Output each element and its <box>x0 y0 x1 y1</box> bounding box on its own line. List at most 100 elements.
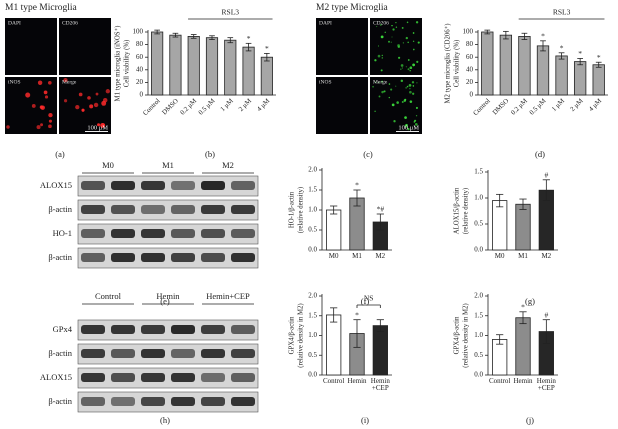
cell-signal <box>412 63 416 67</box>
blot-band <box>171 253 195 262</box>
y-tick-label: 1.5 <box>308 311 317 319</box>
cell-signal <box>37 80 43 85</box>
cell-signal <box>378 95 381 98</box>
y-tick-label: 40 <box>136 65 144 73</box>
panel-label: (h) <box>160 415 170 425</box>
cell-signal <box>406 21 409 24</box>
x-tick-label-box: M2 <box>541 253 551 260</box>
cell-signal <box>377 45 379 47</box>
blot-row-label: HO-1 <box>53 228 72 238</box>
blot-band <box>81 397 105 406</box>
channel-label: iNOS <box>319 79 332 85</box>
blot-band <box>171 349 195 358</box>
x-tick-label: 0.2 μM <box>179 98 198 117</box>
panel-title: M2 type Microglia <box>316 3 389 13</box>
x-tick-label: Hemin <box>513 378 533 385</box>
x-tick-label: Hemin +CEP <box>536 378 556 393</box>
y-tick-label: 1.0 <box>474 331 483 339</box>
bar <box>573 61 587 96</box>
blot-band <box>201 325 225 334</box>
significance-label: * <box>355 310 359 319</box>
bar <box>492 339 508 376</box>
micrograph <box>59 18 111 75</box>
cell-signal <box>409 66 413 70</box>
x-tick-label-box: Hemin <box>513 378 533 385</box>
bar <box>326 314 342 376</box>
cell-signal <box>383 90 386 93</box>
cell-signal <box>376 25 378 28</box>
y-tick-label: 0.5 <box>474 220 483 228</box>
x-tick-label-box: M1 <box>352 253 362 260</box>
x-tick-label: 1 μM <box>219 98 234 113</box>
cell-signal <box>412 40 415 43</box>
x-tick-label: M2 <box>375 253 386 260</box>
y-tick-label: 0.0 <box>308 246 317 254</box>
bar <box>515 317 531 376</box>
cell-signal <box>416 82 418 84</box>
blot-band <box>81 229 105 238</box>
blot-band <box>111 181 135 190</box>
cell-signal <box>397 44 400 47</box>
cell-signal <box>401 67 403 69</box>
blot-band <box>231 205 255 214</box>
cell-signal <box>407 68 410 71</box>
blot-band <box>111 205 135 214</box>
blot-band <box>231 181 255 190</box>
cell-signal <box>378 82 380 84</box>
bar <box>518 36 531 96</box>
x-tick-label-box: Hemin <box>347 378 366 385</box>
x-tick-label: 1 μM <box>551 98 566 113</box>
x-tick-label: Control <box>488 378 511 385</box>
blot-band <box>231 349 255 358</box>
significance-label: * <box>597 53 601 62</box>
cell-signal <box>401 26 404 29</box>
blot-band <box>81 181 105 190</box>
cell-signal <box>388 96 390 99</box>
panel-label: (e) <box>160 296 170 306</box>
cell-signal <box>405 125 408 128</box>
x-tick-label: 2 μM <box>569 98 584 113</box>
blot-band <box>141 349 165 358</box>
cell-signal <box>395 22 397 24</box>
cell-signal <box>388 83 391 85</box>
cell-signal <box>413 121 416 123</box>
cell-signal <box>404 98 407 101</box>
cell-signal <box>393 120 396 123</box>
blot-column-label: M0 <box>102 160 114 170</box>
cell-signal <box>6 125 10 129</box>
cell-signal <box>47 80 52 85</box>
cell-signal <box>405 36 408 40</box>
y-tick-label: 1.5 <box>474 168 483 176</box>
y-tick-label: 0.0 <box>308 371 317 379</box>
cell-signal <box>377 54 381 58</box>
y-tick-label: 1.0 <box>308 206 317 214</box>
cell-signal <box>372 85 374 88</box>
cell-signal <box>102 97 108 103</box>
cell-signal <box>100 122 106 128</box>
x-tick-label-box: Control <box>488 378 511 385</box>
channel-label: Merge <box>373 79 388 85</box>
micrograph <box>5 77 57 134</box>
cell-signal <box>89 104 94 109</box>
cell-signal <box>48 112 53 118</box>
significance-label: * <box>247 34 251 43</box>
cell-signal <box>97 123 101 127</box>
blot-band <box>171 397 195 406</box>
cell-signal <box>374 81 377 83</box>
bar <box>555 55 568 96</box>
blot-band <box>171 373 195 382</box>
cell-signal <box>400 79 404 83</box>
cell-signal <box>31 104 36 108</box>
y-tick-label: 0 <box>140 91 144 99</box>
cell-signal <box>391 36 393 38</box>
y-axis-label: Cell viability (%) <box>454 40 461 88</box>
blot-band <box>141 181 165 190</box>
cell-signal <box>400 64 404 67</box>
blot-band <box>111 349 135 358</box>
scale-bar-label: 100 μM <box>398 124 419 131</box>
bar <box>224 39 237 96</box>
y-tick-label: 2.0 <box>308 292 317 300</box>
micrograph <box>370 18 422 75</box>
cell-signal <box>381 57 384 59</box>
